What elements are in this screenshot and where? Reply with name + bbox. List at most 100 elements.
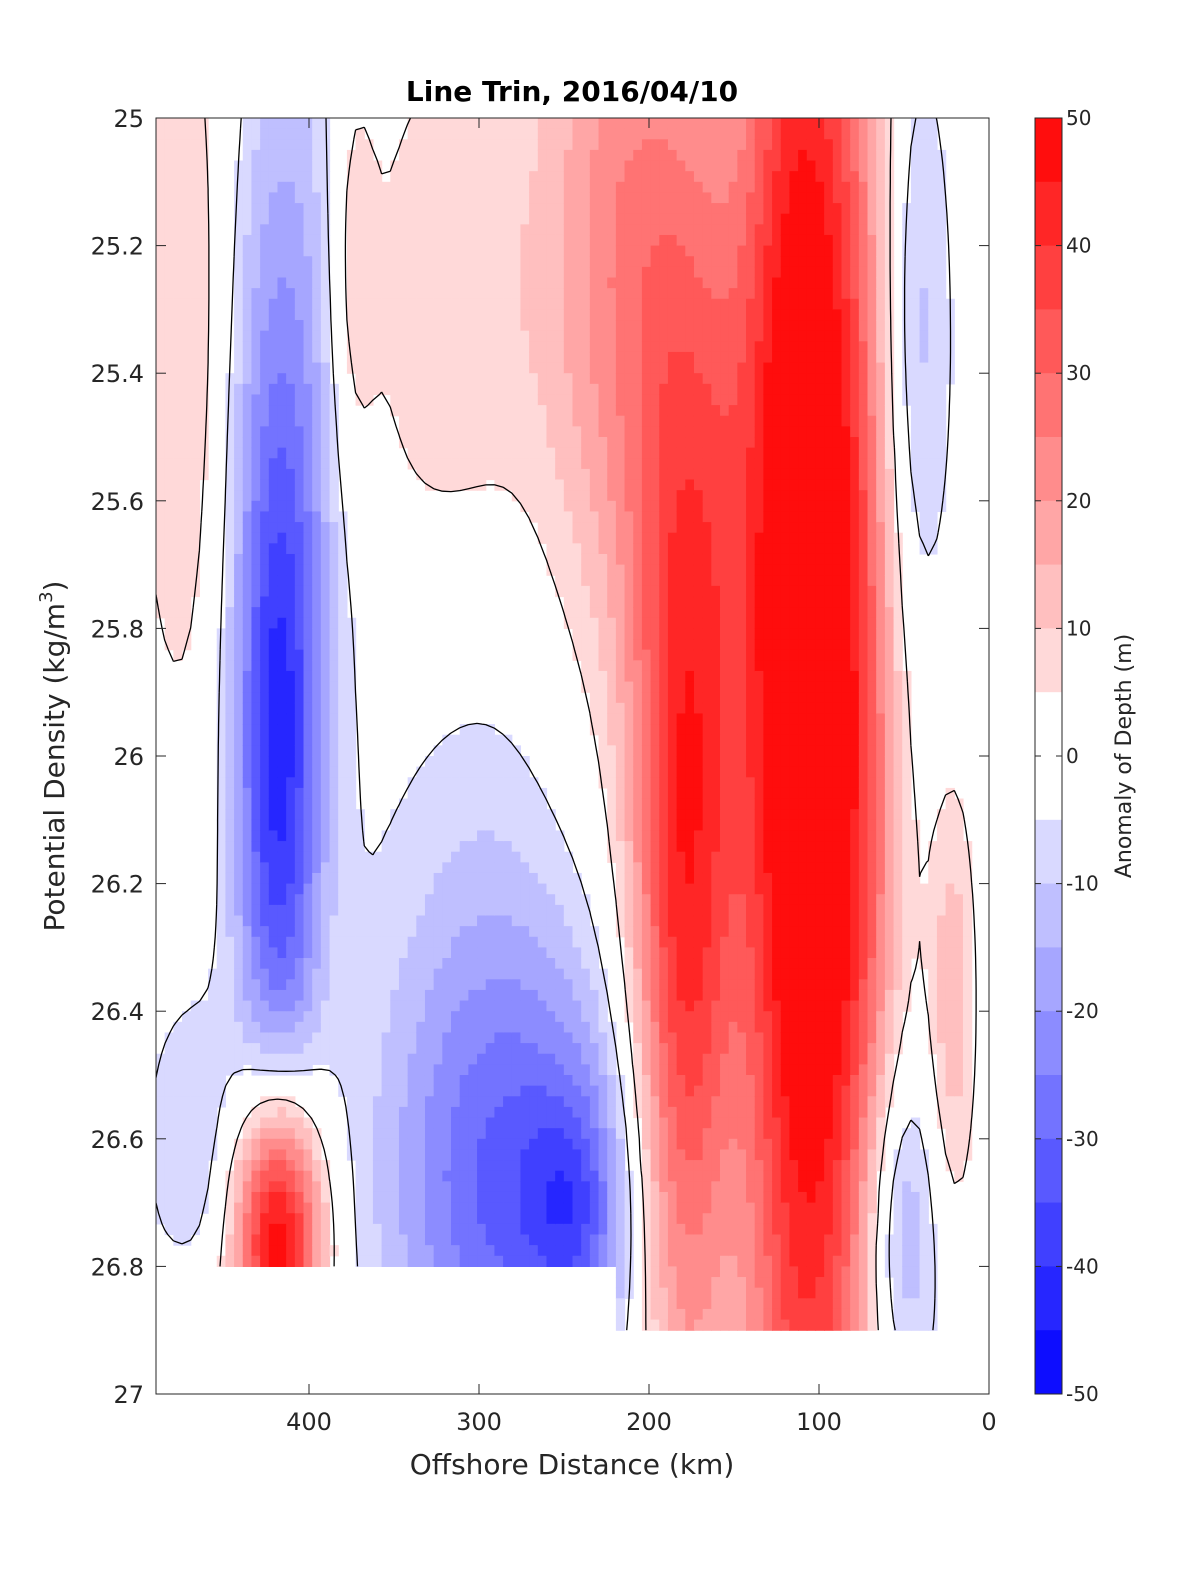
heatmap-cell [459, 1202, 469, 1214]
heatmap-cell [581, 1181, 591, 1193]
heatmap-cell [459, 1181, 469, 1193]
heatmap-cell [537, 830, 548, 842]
heatmap-cell [459, 809, 469, 821]
heatmap-cell [555, 447, 565, 459]
heatmap-cell [364, 213, 374, 225]
heatmap-cell [242, 617, 253, 629]
heatmap-cell [381, 1213, 391, 1225]
heatmap-cell [303, 1223, 313, 1236]
heatmap-cell [641, 1075, 652, 1087]
heatmap-cell [364, 1160, 374, 1172]
heatmap-cell [346, 1106, 357, 1119]
heatmap-cell [659, 894, 669, 906]
heatmap-cell [208, 979, 218, 991]
heatmap-cell [615, 1085, 626, 1097]
heatmap-cell [398, 213, 409, 225]
heatmap-cell [355, 958, 365, 970]
heatmap-cell [477, 288, 487, 300]
heatmap-cell [199, 224, 209, 236]
heatmap-cell [268, 1245, 279, 1257]
heatmap-cell [442, 958, 452, 970]
heatmap-cell [268, 841, 279, 853]
heatmap-cell [451, 1234, 461, 1246]
heatmap-cell [234, 362, 244, 374]
heatmap-cell [485, 203, 496, 215]
heatmap-cell [277, 670, 287, 683]
heatmap-cell [251, 936, 261, 948]
heatmap-cell [451, 1223, 461, 1236]
heatmap-cell [251, 266, 261, 279]
heatmap-cell [320, 851, 331, 863]
heatmap-cell [581, 617, 591, 629]
heatmap-cell [442, 1085, 452, 1097]
heatmap-cell [190, 256, 200, 268]
heatmap-cell [312, 766, 322, 778]
heatmap-cell [563, 298, 574, 310]
heatmap-cell [520, 405, 530, 417]
heatmap-cell [416, 872, 426, 885]
heatmap-cell [633, 373, 643, 385]
heatmap-cell [468, 383, 478, 396]
heatmap-cell [607, 1170, 617, 1182]
heatmap-cell [667, 171, 678, 183]
heatmap-cell [433, 1043, 443, 1055]
heatmap-cell [398, 1202, 409, 1214]
heatmap-cell [190, 1032, 200, 1044]
heatmap-cell [520, 1202, 530, 1214]
heatmap-cell [355, 149, 365, 162]
heatmap-cell [477, 1213, 487, 1225]
heatmap-cell [615, 458, 626, 470]
heatmap-cell [346, 213, 357, 225]
heatmap-cell [390, 989, 400, 1002]
heatmap-cell [424, 1160, 435, 1172]
heatmap-cell [650, 894, 660, 906]
heatmap-cell [156, 1160, 166, 1172]
heatmap-cell [520, 468, 530, 481]
heatmap-cell [477, 437, 487, 449]
heatmap-cell [650, 1319, 660, 1331]
heatmap-cell [234, 1043, 244, 1055]
heatmap-cell [563, 394, 574, 406]
heatmap-cell [268, 681, 279, 693]
heatmap-cell [650, 734, 660, 746]
heatmap-cell [251, 575, 261, 587]
heatmap-cell [442, 373, 452, 385]
heatmap-cell [346, 819, 357, 832]
heatmap-cell [607, 1223, 617, 1236]
heatmap-cell [199, 1128, 209, 1140]
heatmap-cell [451, 1064, 461, 1076]
heatmap-cell [190, 1160, 200, 1172]
heatmap-cell [546, 968, 556, 980]
heatmap-cell [268, 724, 279, 736]
heatmap-cell [494, 904, 504, 917]
heatmap-cell [268, 936, 279, 948]
heatmap-cell [286, 181, 296, 194]
heatmap-cell [477, 277, 487, 289]
heatmap-cell [503, 203, 513, 215]
heatmap-cell [555, 405, 565, 417]
heatmap-cell [312, 532, 322, 544]
heatmap-cell [277, 426, 287, 438]
heatmap-cell [320, 1202, 331, 1214]
heatmap-cell [520, 266, 530, 279]
heatmap-cell [442, 1138, 452, 1151]
heatmap-cell [503, 468, 513, 481]
heatmap-cell [234, 904, 244, 917]
heatmap-cell [294, 1021, 305, 1034]
heatmap-cell [520, 118, 530, 130]
heatmap-cell [424, 394, 435, 406]
heatmap-cell [529, 181, 539, 194]
heatmap-cell [537, 1085, 548, 1097]
heatmap-cell [589, 958, 600, 970]
heatmap-cell [520, 1117, 530, 1129]
heatmap-cell [624, 681, 634, 693]
heatmap-cell [381, 351, 391, 364]
heatmap-cell [451, 1075, 461, 1087]
heatmap-cell [581, 1021, 591, 1034]
heatmap-cell [303, 500, 313, 513]
heatmap-cell [633, 1000, 643, 1012]
heatmap-cell [589, 585, 600, 598]
heatmap-cell [329, 904, 339, 917]
heatmap-cell [268, 532, 279, 544]
heatmap-cell [364, 1128, 374, 1140]
